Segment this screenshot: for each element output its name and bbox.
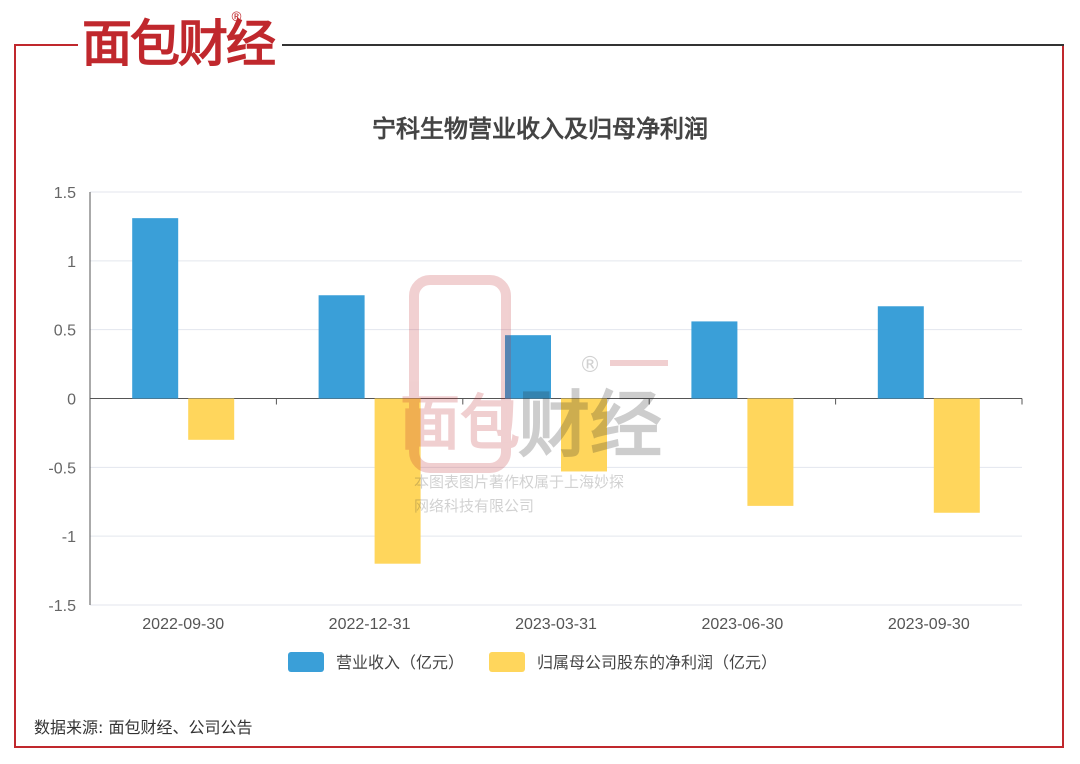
bar-net-profit [747,398,794,506]
frame-top-right-line [282,44,1064,46]
bar-revenue [318,295,365,399]
brand-logo-text: 面包财经 [82,15,276,73]
legend-net-profit-swatch [489,652,525,672]
x-tick-label: 2022-09-30 [142,616,224,633]
x-tick-label: 2023-03-31 [515,616,597,633]
legend-revenue-label: 营业收入（亿元） [336,653,464,672]
y-tick-label: -0.5 [48,460,76,477]
bar-revenue [877,306,924,399]
x-tick-label: 2023-09-30 [888,616,970,633]
x-tick-label: 2022-12-31 [329,616,411,633]
watermark-mian-shape [409,275,511,473]
watermark-registered-mark: ® [579,353,601,378]
watermark-logo-text-2: 财经 [518,383,662,467]
y-tick-label: 1.5 [54,185,76,202]
watermark-line1: 本图表图片著作权属于上海妙探 [414,473,624,491]
bar-net-profit [561,398,607,472]
bar-net-profit [188,398,235,440]
y-tick-label: 1 [67,254,76,271]
y-tick-label: 0 [67,392,76,409]
y-tick-label: 0.5 [54,323,76,340]
bar-net-profit [933,398,980,513]
legend-revenue-swatch [288,652,324,672]
watermark-line2: 网络科技有限公司 [414,497,534,515]
y-tick-label: -1.5 [48,598,76,615]
watermark-logo-bar [610,360,668,366]
frame-top-left-line [14,44,78,46]
bar-revenue [505,335,551,399]
watermark-logo-text: 面包 [400,389,520,459]
chart-frame [14,44,1064,748]
bar-revenue [132,218,179,399]
y-tick-label: -1 [62,529,76,546]
registered-mark: ® [230,10,243,25]
bar-revenue [691,321,738,399]
legend-net-profit-label: 归属母公司股东的净利润（亿元） [537,653,777,672]
x-tick-label: 2023-06-30 [701,616,783,633]
chart-title: 宁科生物营业收入及归母净利润 [372,115,708,143]
bar-net-profit [374,398,421,564]
brand-logo: 面包财经 ® [82,10,280,74]
data-source-note: 数据来源: 面包财经、公司公告 [34,718,253,737]
